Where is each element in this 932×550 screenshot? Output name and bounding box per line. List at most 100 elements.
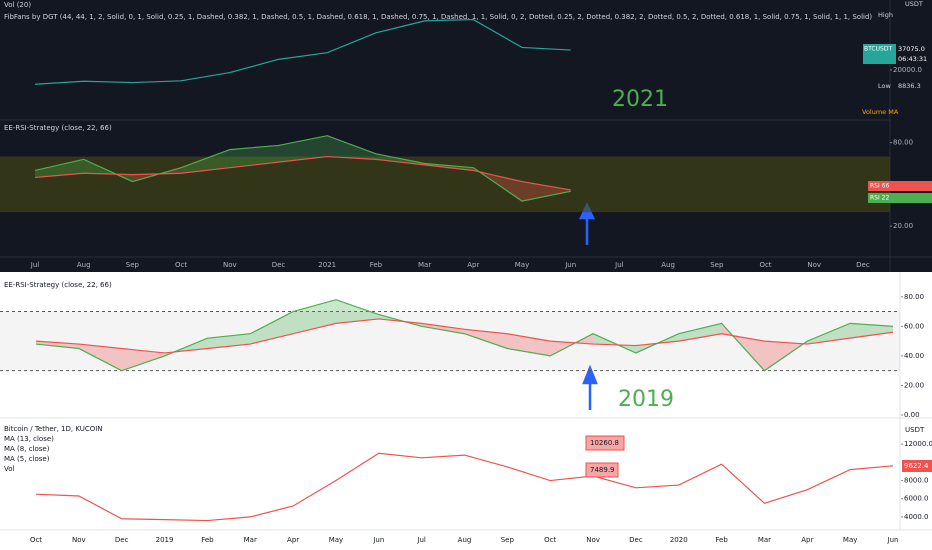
x-tick-label: Feb xyxy=(715,536,728,544)
annotation: 8836.3 xyxy=(898,82,921,90)
callout xyxy=(585,435,625,451)
y-tick-label: 20000.0 xyxy=(893,66,922,74)
legend-entry: Vol xyxy=(4,465,15,473)
x-tick-label: Nov xyxy=(807,261,821,269)
x-tick-label: Oct xyxy=(175,261,187,269)
x-tick-label: Feb xyxy=(201,536,214,544)
annotation: USDT xyxy=(905,426,925,434)
pane-title: EE-RSI-Strategy (close, 22, 66) xyxy=(4,124,112,132)
x-tick-label: Jun xyxy=(372,536,384,544)
rsi-fill xyxy=(327,135,376,160)
x-tick-label: Apr xyxy=(801,536,813,544)
rsi-fill xyxy=(35,159,84,178)
pane-title: EE-RSI-Strategy (close, 22, 66) xyxy=(4,281,112,289)
arrow xyxy=(582,364,598,410)
y-tick-label: 12000.0 xyxy=(904,440,932,448)
rsi-fill xyxy=(507,333,551,356)
x-tick-label: Aug xyxy=(661,261,675,269)
y-tick-label: 6000.0 xyxy=(904,495,929,503)
pane-title: FibFans by DGT (44, 44, 1, 2, Solid, 0, … xyxy=(4,13,872,21)
rsi-fill xyxy=(850,323,893,339)
x-tick-label: Aug xyxy=(77,261,91,269)
rsi-fill xyxy=(181,149,230,174)
legend-entry: MA (13, close) xyxy=(4,435,54,443)
price-tag xyxy=(902,460,932,472)
x-tick-label: 2019 xyxy=(156,536,174,544)
x-tick-label: Jun xyxy=(564,261,576,269)
annotation: High xyxy=(878,11,893,19)
x-tick-label: Jul xyxy=(416,536,426,544)
value-tag xyxy=(868,193,932,203)
legend-entry: MA (8, close) xyxy=(4,445,50,453)
rsi-fill xyxy=(121,348,165,371)
series-line xyxy=(34,155,571,191)
y-tick-label: 8000.0 xyxy=(904,477,929,485)
x-tick-label: Oct xyxy=(30,536,42,544)
x-tick-label: May xyxy=(843,536,857,544)
series-line xyxy=(34,18,571,85)
y-tick-label: 0.00 xyxy=(904,411,920,419)
x-tick-label: Nov xyxy=(223,261,237,269)
x-tick-label: Dec xyxy=(115,536,129,544)
x-tick-label: Nov xyxy=(586,536,600,544)
series-line xyxy=(35,299,894,372)
x-tick-label: Dec xyxy=(272,261,286,269)
x-tick-label: Dec xyxy=(856,261,870,269)
rsi-fill xyxy=(464,329,508,349)
series-name: RSI 66 xyxy=(870,183,889,190)
annotation: 06:43:31 xyxy=(898,55,927,63)
x-tick-label: Dec xyxy=(629,536,643,544)
x-tick-label: Sep xyxy=(710,261,724,269)
rsi-fill xyxy=(229,145,279,168)
value-tag xyxy=(868,181,932,191)
rsi-fill xyxy=(293,299,336,334)
callout xyxy=(585,462,619,478)
annotation: Low xyxy=(878,82,891,90)
x-tick-label: Oct xyxy=(759,261,771,269)
annotation: 2021 xyxy=(612,87,668,112)
x-tick-label: Apr xyxy=(287,536,299,544)
x-tick-label: Oct xyxy=(544,536,556,544)
y-tick-label: 20.00 xyxy=(904,381,924,389)
annotation: 7489.9 xyxy=(590,466,615,474)
y-tick-label: 60.00 xyxy=(904,322,924,330)
x-tick-label: May xyxy=(329,536,343,544)
price-tag xyxy=(863,44,896,64)
series-line xyxy=(34,135,571,202)
annotation: USDT xyxy=(905,0,923,8)
y-tick-label: 40.00 xyxy=(904,352,924,360)
x-tick-label: Aug xyxy=(458,536,472,544)
x-tick-label: Apr xyxy=(467,261,479,269)
rsi-fill xyxy=(335,299,379,324)
x-tick-label: Mar xyxy=(758,536,771,544)
x-tick-label: May xyxy=(515,261,529,269)
x-tick-label: Jun xyxy=(887,536,899,544)
y-tick-label: 80.00 xyxy=(904,293,924,301)
series-name: RSI 22 xyxy=(870,195,889,202)
series-line xyxy=(35,318,894,354)
annotation: 9622.4 xyxy=(904,462,929,470)
y-tick-label: 80.00 xyxy=(893,139,913,147)
x-tick-label: Mar xyxy=(418,261,431,269)
annotation: 10260.8 xyxy=(590,439,619,447)
dark-pane xyxy=(0,0,932,272)
y-tick-label: 20.00 xyxy=(893,222,913,230)
rsi-fill xyxy=(678,323,722,342)
x-tick-label: Sep xyxy=(126,261,140,269)
series-name: BTCUSDT xyxy=(864,46,892,53)
x-tick-label: Mar xyxy=(244,536,257,544)
annotation: 37075.0 xyxy=(898,45,925,53)
rsi-fill xyxy=(78,344,122,371)
x-tick-label: Sep xyxy=(501,536,515,544)
x-tick-label: 2021 xyxy=(318,261,336,269)
x-tick-label: Jul xyxy=(30,261,40,269)
x-tick-label: Nov xyxy=(72,536,86,544)
annotation: Volume MA xyxy=(862,108,899,116)
pane-subtitle: Vol (20) xyxy=(4,1,31,9)
x-tick-label: Feb xyxy=(370,261,383,269)
x-tick-label: 2020 xyxy=(670,536,688,544)
rsi-fill xyxy=(36,341,79,349)
legend-entry: MA (5, close) xyxy=(4,455,50,463)
annotation: 2019 xyxy=(618,387,674,412)
